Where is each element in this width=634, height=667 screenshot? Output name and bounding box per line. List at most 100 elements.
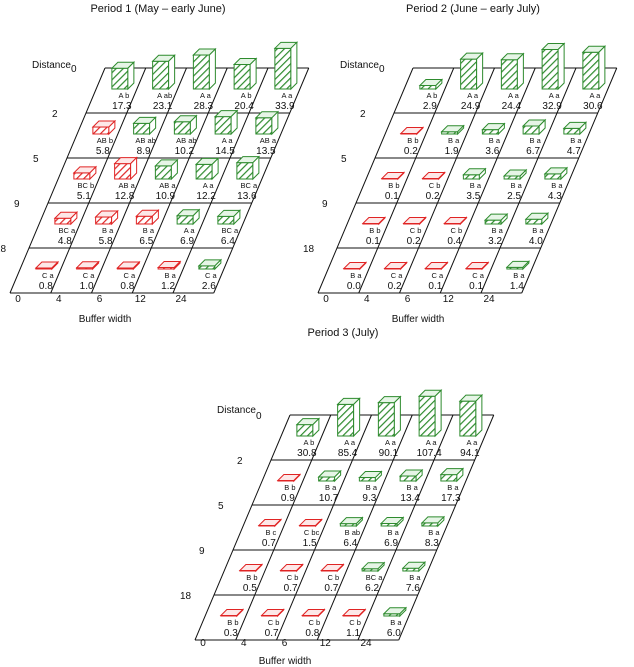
value-label: 13.6 [237, 191, 257, 202]
bar-cell [75, 260, 100, 271]
bar-cell [235, 155, 261, 181]
bar-side-face [598, 45, 606, 91]
bar-cell [361, 216, 387, 226]
bar-front-face [173, 121, 191, 135]
value-label: 8.9 [137, 146, 151, 157]
value-label: 94.1 [460, 448, 480, 459]
bar-side-face [192, 208, 200, 226]
significance-label: C b [451, 226, 463, 235]
value-label: 1.4 [510, 281, 524, 292]
value-label: 6.7 [526, 146, 540, 157]
distance-tick-label: 18 [180, 591, 192, 602]
significance-label: A a [184, 226, 196, 235]
bar-front-face [544, 173, 562, 180]
significance-label: C a [124, 271, 137, 280]
bar-side-face [252, 155, 260, 181]
distance-tick-label: 18 [0, 244, 7, 255]
bar-cell [383, 261, 408, 271]
value-label: 6.5 [139, 236, 153, 247]
bar-front-face [111, 67, 129, 90]
bar-cell [505, 260, 531, 271]
bar-cell [301, 608, 326, 618]
bar-cell [417, 389, 443, 438]
significance-label: A a [589, 91, 601, 100]
grid-col-line [317, 67, 414, 294]
bar-cell [521, 118, 547, 136]
bar-cell [94, 209, 119, 226]
significance-label: C a [391, 271, 404, 280]
value-label: 5.8 [96, 146, 110, 157]
bar-side-face [557, 42, 565, 91]
significance-label: B a [529, 136, 541, 145]
value-label: 1.0 [80, 281, 94, 292]
bar-cell [113, 156, 138, 181]
bar-cell [464, 261, 490, 271]
significance-label: C a [472, 271, 485, 280]
bar-side-face [459, 216, 467, 226]
bar-cell [402, 216, 427, 226]
distance-tick-label: 0 [256, 411, 262, 422]
significance-label: A a [222, 136, 234, 145]
bar-cell [273, 41, 299, 91]
value-label: 24.4 [502, 101, 522, 112]
significance-label: B a [551, 181, 563, 190]
significance-label: C a [83, 271, 96, 280]
bar-cell [420, 515, 446, 528]
value-label: 0.1 [385, 191, 399, 202]
significance-label: B a [513, 271, 525, 280]
significance-label: A a [385, 438, 397, 447]
bar-side-face [456, 467, 464, 483]
value-label: 30.6 [583, 101, 603, 112]
bar-side-face [130, 156, 138, 181]
bar-cell [320, 563, 345, 573]
value-label: 6.0 [387, 628, 401, 639]
bar-side-face [168, 54, 176, 91]
distance-tick-label: 0 [379, 64, 385, 75]
significance-label: C a [42, 271, 55, 280]
buffer-width-tick-label: 4 [56, 294, 62, 305]
bar-side-face [415, 468, 423, 483]
bar-cell [540, 42, 566, 91]
bar-side-face [92, 260, 100, 271]
value-label: 3.6 [485, 146, 499, 157]
bar-cell [279, 563, 304, 573]
buffer-width-tick-label: 6 [282, 638, 288, 649]
buffer-width-tick-label: 24 [175, 294, 187, 305]
bar-cell [421, 171, 446, 181]
significance-label: A a [508, 91, 520, 100]
bar-front-face [419, 85, 437, 90]
significance-label: A a [467, 91, 479, 100]
bar-cell [360, 561, 386, 573]
significance-label: BC a [366, 573, 384, 582]
bar-side-face [377, 561, 385, 573]
bar-cell [459, 51, 484, 91]
value-label: 0.4 [447, 236, 461, 247]
distance-axis-label: Distance [217, 405, 256, 416]
significance-label: AB ab [135, 136, 155, 145]
distance-axis-label: Distance [32, 60, 71, 71]
panel-period-2: Period 2 (June – early July) Distance Bu… [303, 3, 618, 325]
significance-label: A a [203, 181, 215, 190]
grid-col-line [276, 414, 372, 641]
distance-tick-label: 2 [52, 109, 58, 120]
bar-cell [481, 122, 506, 136]
bar-side-face [189, 114, 197, 136]
grid-col-line [194, 414, 291, 641]
bar-front-face [92, 126, 110, 135]
value-label: 0.7 [284, 583, 298, 594]
buffer-width-tick-label: 12 [443, 294, 455, 305]
bar-front-face [192, 54, 210, 90]
bar-front-face [358, 477, 376, 482]
bar-cell [260, 608, 285, 618]
bar-cell [276, 473, 302, 483]
significance-label: B a [510, 181, 522, 190]
bar-side-face [214, 258, 222, 271]
bar-front-face [522, 125, 540, 135]
significance-label: B a [409, 573, 421, 582]
buffer-width-tick-label: 24 [483, 294, 495, 305]
bar-cell [380, 171, 406, 181]
bar-side-face [233, 209, 241, 226]
value-label: 0.2 [388, 281, 402, 292]
bar-cell [500, 52, 525, 91]
significance-label: AB a [159, 181, 176, 190]
